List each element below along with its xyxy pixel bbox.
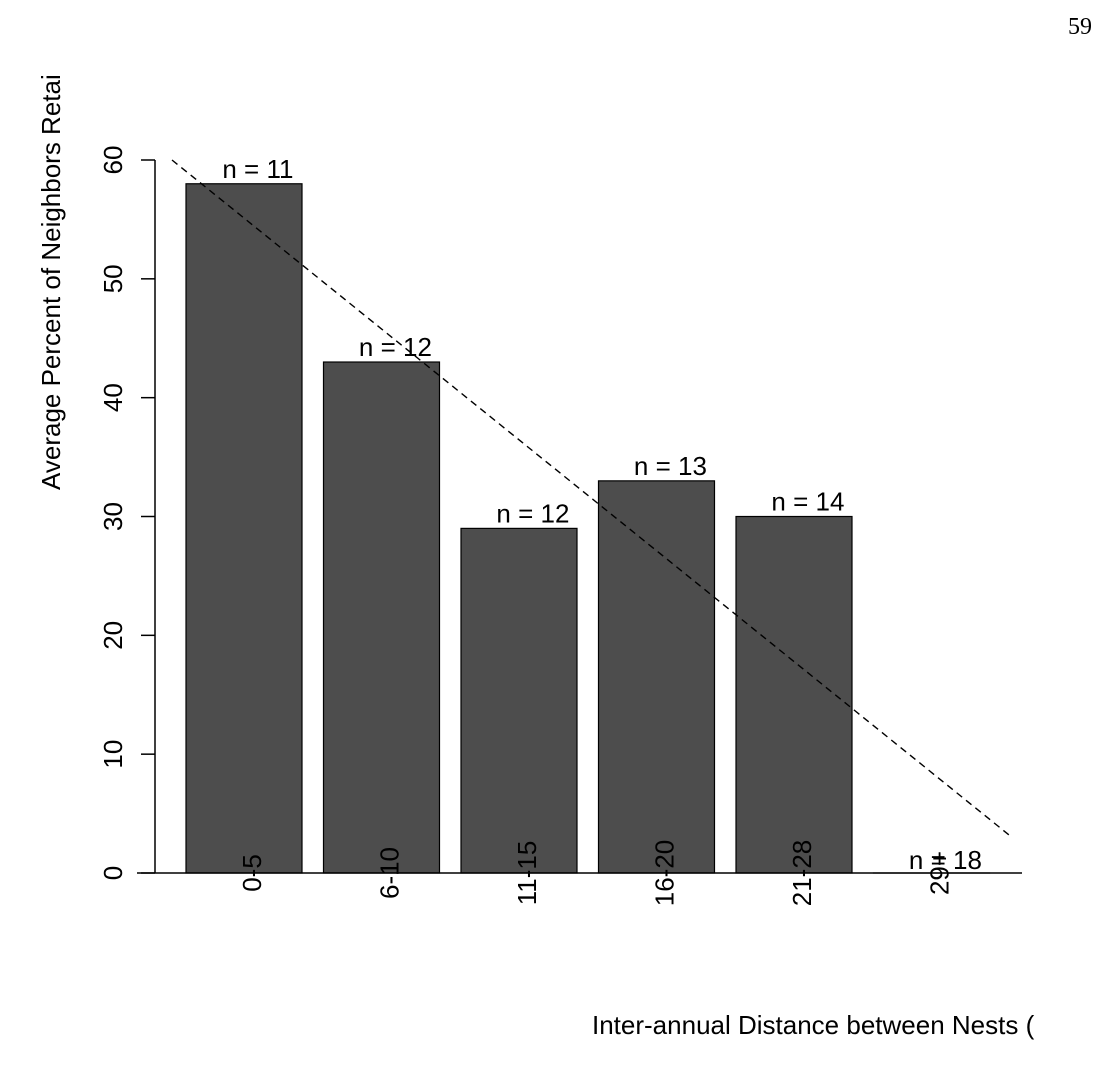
x-tick-label: 29+ xyxy=(925,851,955,895)
bar-label: n = 12 xyxy=(496,498,569,528)
bar-21-28 xyxy=(735,515,853,874)
bars xyxy=(185,183,991,874)
x-tick-label: 0-5 xyxy=(237,854,267,892)
y-tick-label: 40 xyxy=(98,383,128,412)
bar-label: n = 18 xyxy=(909,845,982,875)
bar-label: n = 13 xyxy=(634,451,707,481)
bar-label: n = 12 xyxy=(359,332,432,362)
y-tick-label: 10 xyxy=(98,740,128,769)
bar-6-10 xyxy=(322,361,441,874)
y-tick-label: 0 xyxy=(98,866,128,880)
bar-16-20 xyxy=(597,480,716,874)
bar-label: n = 14 xyxy=(771,487,844,517)
x-tick-labels: 0-5 6-10 11-15 16-20 21-28 29+ xyxy=(237,840,955,907)
y-tick-label: 50 xyxy=(98,264,128,293)
y-tick-label: 30 xyxy=(98,502,128,531)
bar-11-15 xyxy=(460,527,578,874)
x-axis-label: Inter-annual Distance between Nests ( xyxy=(592,1010,1035,1040)
page-number: 59 xyxy=(1068,14,1092,40)
x-tick-label: 11-15 xyxy=(512,841,542,906)
y-tick-label: 60 xyxy=(98,146,128,175)
y-axis-label: Average Percent of Neighbors Retai xyxy=(36,74,66,490)
y-axis: 0 10 20 30 40 50 60 xyxy=(98,146,156,880)
bar-labels: n = 11 n = 12 n = 12 n = 13 n = 14 n = 18 xyxy=(222,154,982,875)
x-tick-label: 21-28 xyxy=(787,840,817,907)
x-tick-label: 16-20 xyxy=(650,840,680,907)
y-tick-label: 20 xyxy=(98,621,128,650)
bar-label: n = 11 xyxy=(222,154,293,184)
x-tick-label: 6-10 xyxy=(375,847,405,899)
bar-0-5 xyxy=(185,183,303,874)
